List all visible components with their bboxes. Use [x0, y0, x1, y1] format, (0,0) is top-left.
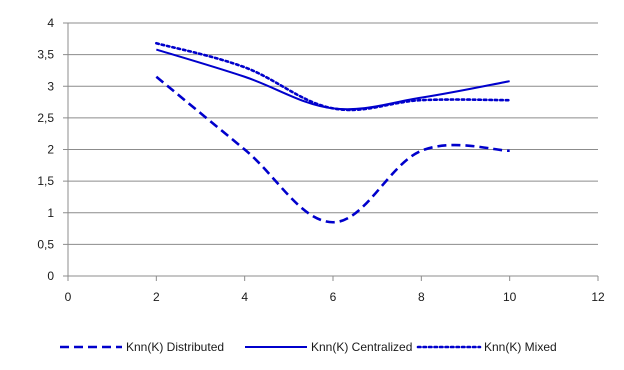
y-tick-label: 1	[47, 206, 54, 220]
legend-label: Knn(K) Centralized	[311, 340, 412, 354]
y-tick-label: 2	[47, 143, 54, 157]
x-tick-label: 8	[418, 290, 425, 304]
x-tick-label: 12	[591, 290, 605, 304]
legend-label: Knn(K) Mixed	[484, 340, 557, 354]
y-tick-label: 1,5	[37, 174, 54, 188]
y-tick-label: 0	[47, 269, 54, 283]
legend: Knn(K) Distributed Knn(K) Centralized Knn(…	[60, 340, 557, 354]
axes: 0 0,5 1 1,5 2 2,5 3 3,5 4 0 2 4 6 8 10 12	[37, 16, 605, 304]
y-tick-label: 2,5	[37, 111, 54, 125]
y-tick-label: 3	[47, 79, 54, 93]
y-tick-label: 0,5	[37, 237, 54, 251]
x-tick-label: 0	[65, 290, 72, 304]
series-line-dashed	[155, 75, 510, 224]
series	[155, 41, 511, 224]
x-tick-label: 10	[503, 290, 517, 304]
x-tick-label: 6	[330, 290, 337, 304]
y-tick-label: 3,5	[37, 48, 54, 62]
legend-label: Knn(K) Distributed	[126, 340, 224, 354]
y-tick-label: 4	[47, 16, 54, 30]
series-line-dotted	[155, 41, 511, 112]
x-tick-label: 4	[241, 290, 248, 304]
x-tick-label: 2	[153, 290, 160, 304]
